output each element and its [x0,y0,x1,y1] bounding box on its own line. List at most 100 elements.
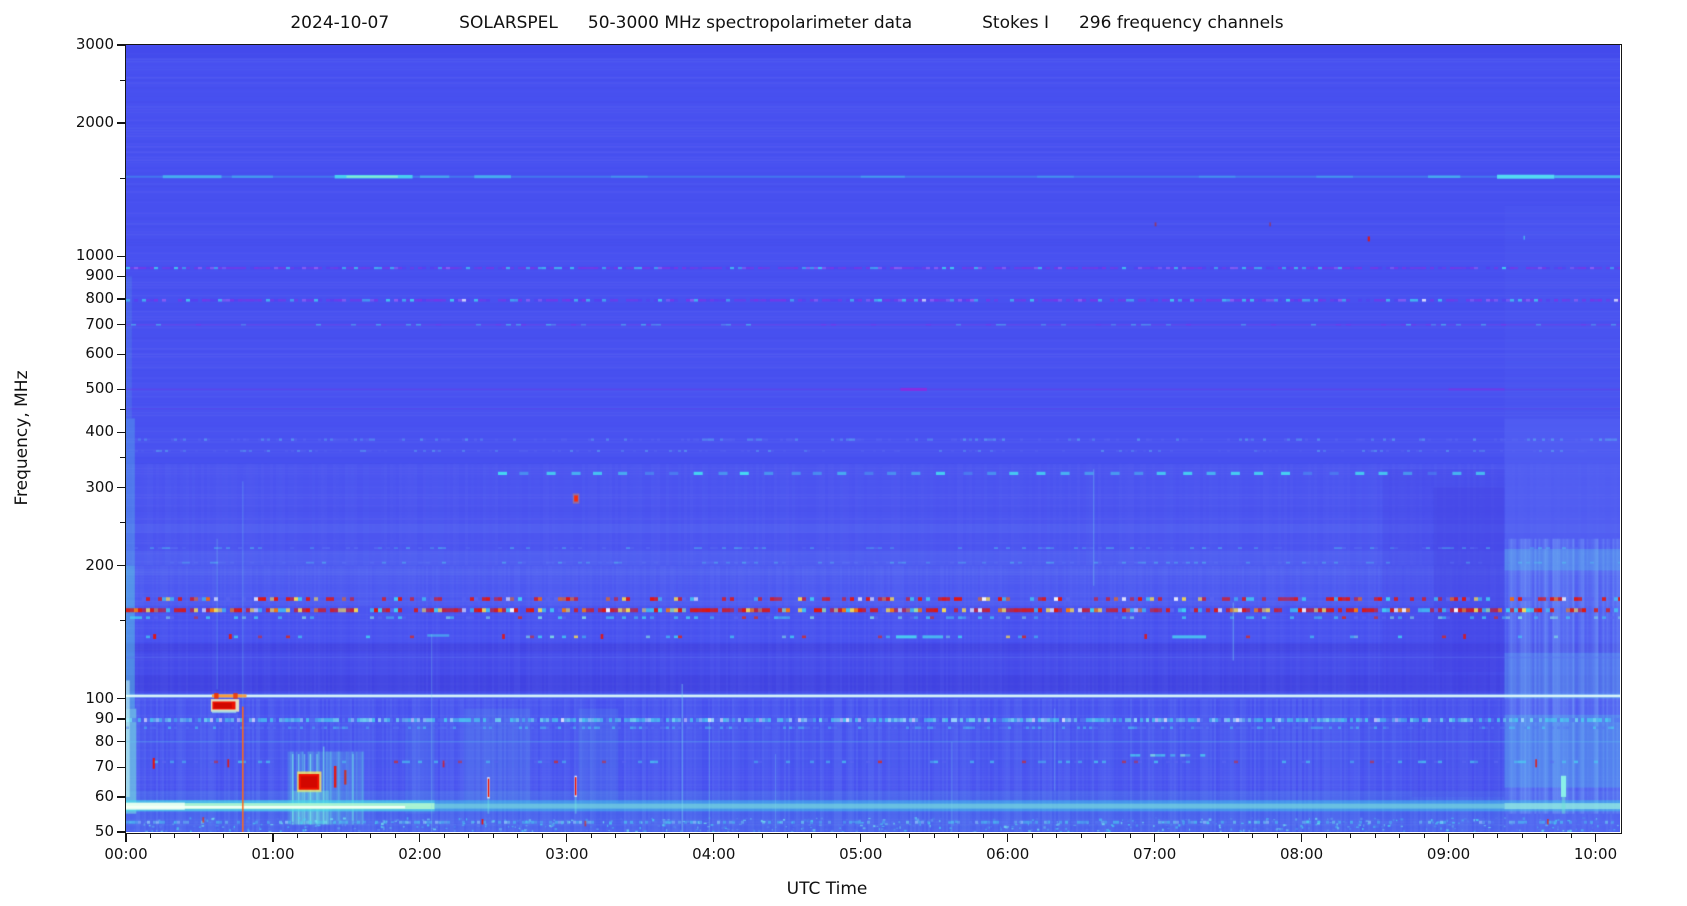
x-minor-tick [223,833,225,838]
y-major-tick [116,324,125,326]
x-minor-tick [1203,833,1205,838]
x-minor-tick [1521,833,1523,838]
y-major-tick [116,718,125,720]
x-tick-label: 00:00 [104,845,148,863]
y-tick-label: 800 [85,289,114,308]
x-tick-label: 02:00 [398,845,442,863]
x-minor-tick [786,833,788,838]
y-tick-label: 900 [85,266,114,285]
x-minor-tick [149,833,151,838]
x-minor-tick [1350,833,1352,838]
x-minor-tick [468,833,470,838]
title-channels: 296 frequency channels [1078,13,1284,33]
y-minor-tick [119,620,125,622]
x-tick-label: 01:00 [251,845,295,863]
x-major-tick [1447,833,1450,842]
x-minor-tick [958,833,960,838]
x-minor-tick [737,833,739,838]
x-minor-tick [1105,833,1107,838]
y-tick-label: 200 [85,555,114,574]
y-tick-label: 2000 [75,112,114,131]
y-tick-label: 400 [85,422,114,441]
x-minor-tick [1546,833,1548,838]
x-major-tick [713,833,715,842]
y-major-tick [116,353,125,355]
y-minor-tick [119,522,125,524]
x-minor-tick [1080,833,1082,838]
x-minor-tick [1252,833,1254,838]
x-minor-tick [1325,833,1327,838]
y-major-tick [116,431,125,433]
x-minor-tick [370,833,372,838]
title-date: 2024-10-07 [290,13,390,33]
x-minor-tick [1399,833,1401,838]
x-major-tick [272,833,274,842]
y-major-tick [116,44,125,46]
x-minor-tick [811,833,813,838]
x-tick-label: 05:00 [839,845,883,863]
y-tick-label: 70 [94,757,114,776]
y-tick-label: 600 [85,344,114,363]
x-minor-tick [247,833,249,838]
x-minor-tick [345,833,347,838]
x-minor-tick [982,833,984,838]
x-tick-label: 07:00 [1133,845,1177,863]
x-major-tick [1007,833,1009,842]
y-tick-label: 90 [94,709,114,728]
x-major-tick [1154,833,1156,842]
x-minor-tick [198,833,200,838]
x-major-tick [419,833,421,842]
x-tick-label: 08:00 [1279,845,1324,863]
x-minor-tick [933,833,935,838]
title-stokes: Stokes I [982,13,1049,33]
x-minor-tick [1497,833,1499,838]
figure-title: 2024-10-07 SOLARSPEL 50-3000 MHz spectro… [290,13,1283,33]
y-major-tick [116,698,125,700]
x-minor-tick [1374,833,1376,838]
y-major-tick [116,766,125,768]
title-band: 50-3000 MHz spectropolarimeter data [587,13,913,33]
y-tick-label: 50 [94,822,114,840]
x-minor-tick [1570,833,1572,838]
x-minor-tick [296,833,298,838]
plot-border [124,43,1622,834]
x-minor-tick [884,833,886,838]
x-minor-tick [688,833,690,838]
y-tick-label: 80 [94,731,114,750]
y-tick-label: 1000 [75,246,114,265]
y-major-tick [116,255,125,257]
x-major-tick [860,833,862,842]
x-minor-tick [321,833,323,838]
title-instrument: SOLARSPEL [459,13,558,33]
x-minor-tick [1129,833,1131,838]
x-minor-tick [762,833,764,838]
y-major-tick [116,741,125,743]
x-minor-tick [1227,833,1229,838]
x-minor-tick [835,833,837,838]
x-minor-tick [1423,833,1425,838]
y-minor-tick [119,457,125,459]
x-minor-tick [174,833,176,838]
x-minor-tick [1276,833,1278,838]
x-major-tick [1301,833,1303,842]
spectrogram-canvas [126,45,1620,832]
y-tick-label: 300 [85,477,114,496]
x-major-tick [1594,833,1597,842]
x-minor-tick [541,833,543,838]
x-minor-tick [1178,833,1180,838]
y-minor-tick [119,79,125,81]
y-tick-label: 700 [85,314,114,333]
x-major-tick [125,833,127,842]
y-major-tick [116,564,125,567]
y-tick-label: 60 [94,786,114,805]
x-major-tick [566,833,568,842]
x-tick-label: 06:00 [986,845,1030,863]
x-minor-tick [639,833,641,838]
x-tick-label: 04:00 [692,845,736,863]
x-minor-tick [909,833,911,838]
y-major-tick [116,298,125,300]
y-tick-label: 3000 [75,35,114,53]
y-minor-tick [119,409,125,411]
x-minor-tick [1472,833,1474,838]
